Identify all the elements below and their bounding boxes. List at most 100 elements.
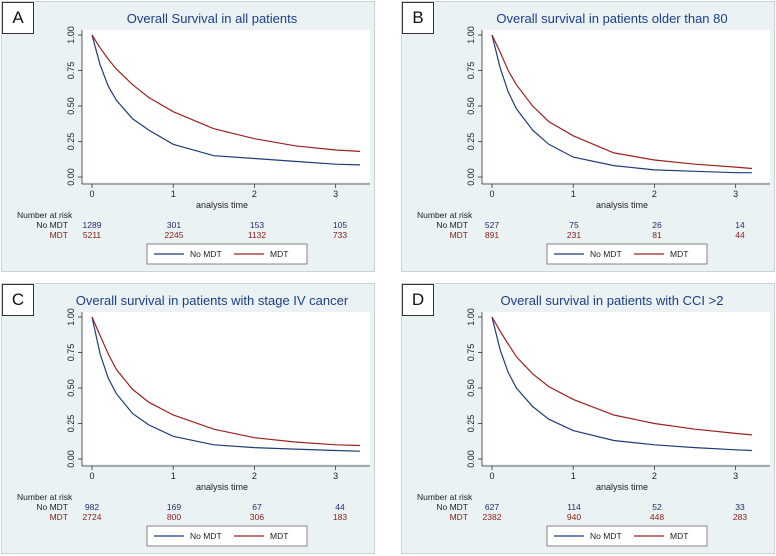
y-tick-label: 0.25: [66, 133, 76, 151]
chart-title: Overall survival in patients older than …: [496, 11, 727, 26]
y-tick-label: 1.00: [66, 26, 76, 44]
panel-letter-d: D: [402, 284, 434, 316]
risk-label-mdt: MDT: [450, 512, 468, 522]
risk-value-no-mdt: 982: [85, 502, 99, 512]
km-plot-a: Overall Survival in all patients 0.00 0.25…: [17, 11, 370, 265]
panel-letter-a: A: [2, 2, 34, 34]
risk-value-mdt: 1132: [248, 230, 267, 240]
chart-title: Overall Survival in all patients: [127, 11, 298, 26]
risk-value-mdt: 5211: [83, 230, 102, 240]
y-tick-label: 1.00: [466, 308, 476, 326]
panel-a: Overall Survival in all patients 0.00 0.25…: [1, 1, 375, 272]
legend-label-mdt: MDT: [270, 531, 288, 541]
risk-value-mdt: 800: [167, 512, 181, 522]
y-tick-label: 0.75: [66, 344, 76, 362]
series-line-no-mdt: [491, 34, 752, 174]
plot-area: [82, 30, 370, 182]
x-tick-label: 0: [489, 189, 494, 199]
legend-label-no-mdt: No MDT: [190, 531, 222, 541]
risk-value-mdt: 231: [567, 230, 581, 240]
risk-value-no-mdt: 44: [335, 502, 345, 512]
series-line-mdt: [491, 316, 752, 436]
plot-area: [482, 312, 770, 464]
series-line-mdt: [491, 34, 752, 170]
legend-label-mdt: MDT: [670, 249, 688, 259]
x-tick-label: 2: [652, 189, 657, 199]
x-tick-label: 0: [89, 471, 94, 481]
risk-label-no-mdt: No MDT: [436, 220, 468, 230]
legend-box: [146, 243, 308, 265]
x-axis-label: analysis time: [596, 200, 648, 210]
risk-table-header: Number at risk: [417, 210, 473, 220]
x-tick-label: 1: [171, 471, 176, 481]
panel-letter-c: C: [2, 284, 34, 316]
risk-label-mdt: MDT: [50, 512, 68, 522]
x-tick-label: 0: [89, 189, 94, 199]
x-tick-label: 2: [652, 471, 657, 481]
series-line-no-mdt: [491, 316, 752, 452]
risk-value-no-mdt: 527: [485, 220, 499, 230]
risk-value-no-mdt: 105: [333, 220, 347, 230]
y-tick-label: 0.00: [466, 168, 476, 186]
x-axis-label: analysis time: [596, 482, 648, 492]
plot-area: [482, 30, 770, 182]
x-tick-label: 3: [733, 471, 738, 481]
panel-b: Overall survival in patients older than …: [401, 1, 775, 272]
risk-table-header: Number at risk: [17, 210, 73, 220]
x-tick-label: 3: [733, 189, 738, 199]
y-tick-label: 1.00: [466, 26, 476, 44]
x-axis-label: analysis time: [196, 482, 248, 492]
series-line-mdt: [91, 34, 361, 152]
legend-label-no-mdt: No MDT: [590, 249, 622, 259]
risk-label-no-mdt: No MDT: [36, 502, 68, 512]
risk-value-mdt: 2245: [165, 230, 184, 240]
x-tick-label: 3: [333, 471, 338, 481]
risk-table-header: Number at risk: [417, 492, 473, 502]
risk-value-mdt: 44: [735, 230, 745, 240]
risk-value-no-mdt: 33: [735, 502, 745, 512]
km-plot-c: Overall survival in patients with stage …: [17, 293, 370, 547]
risk-label-mdt: MDT: [50, 230, 68, 240]
risk-value-mdt: 81: [652, 230, 662, 240]
y-tick-label: 0.75: [466, 62, 476, 80]
risk-value-no-mdt: 52: [652, 502, 662, 512]
risk-value-no-mdt: 1289: [83, 220, 102, 230]
series-line-mdt: [91, 316, 361, 447]
x-tick-label: 2: [252, 471, 257, 481]
risk-value-mdt: 940: [567, 512, 581, 522]
risk-value-no-mdt: 169: [167, 502, 181, 512]
risk-label-no-mdt: No MDT: [36, 220, 68, 230]
x-tick-label: 0: [489, 471, 494, 481]
y-tick-label: 0.25: [466, 133, 476, 151]
x-tick-label: 3: [333, 189, 338, 199]
risk-value-mdt: 733: [333, 230, 347, 240]
chart-title: Overall survival in patients with CCI >2: [501, 293, 724, 308]
risk-value-no-mdt: 627: [485, 502, 499, 512]
x-tick-label: 1: [571, 189, 576, 199]
risk-value-mdt: 183: [333, 512, 347, 522]
y-tick-label: 0.50: [466, 379, 476, 397]
chart-title: Overall survival in patients with stage …: [76, 293, 349, 308]
risk-value-no-mdt: 301: [167, 220, 181, 230]
series-line-no-mdt: [91, 316, 361, 452]
risk-value-no-mdt: 153: [250, 220, 264, 230]
panel-c: Overall survival in patients with stage …: [1, 283, 375, 554]
y-tick-label: 0.75: [66, 62, 76, 80]
x-tick-label: 1: [171, 189, 176, 199]
risk-label-no-mdt: No MDT: [436, 502, 468, 512]
km-plot-d: Overall survival in patients with CCI >2…: [417, 293, 770, 547]
risk-table-header: Number at risk: [17, 492, 73, 502]
x-axis-label: analysis time: [196, 200, 248, 210]
legend-label-no-mdt: No MDT: [190, 249, 222, 259]
risk-value-no-mdt: 26: [652, 220, 662, 230]
y-tick-label: 0.50: [66, 379, 76, 397]
legend-label-mdt: MDT: [270, 249, 288, 259]
legend-box: [146, 525, 308, 547]
y-tick-label: 0.50: [66, 97, 76, 115]
plot-area: [82, 312, 370, 464]
y-tick-label: 0.00: [66, 450, 76, 468]
panel-d: Overall survival in patients with CCI >2…: [401, 283, 775, 554]
risk-value-mdt: 283: [733, 512, 747, 522]
risk-value-mdt: 891: [485, 230, 499, 240]
y-tick-label: 0.75: [466, 344, 476, 362]
